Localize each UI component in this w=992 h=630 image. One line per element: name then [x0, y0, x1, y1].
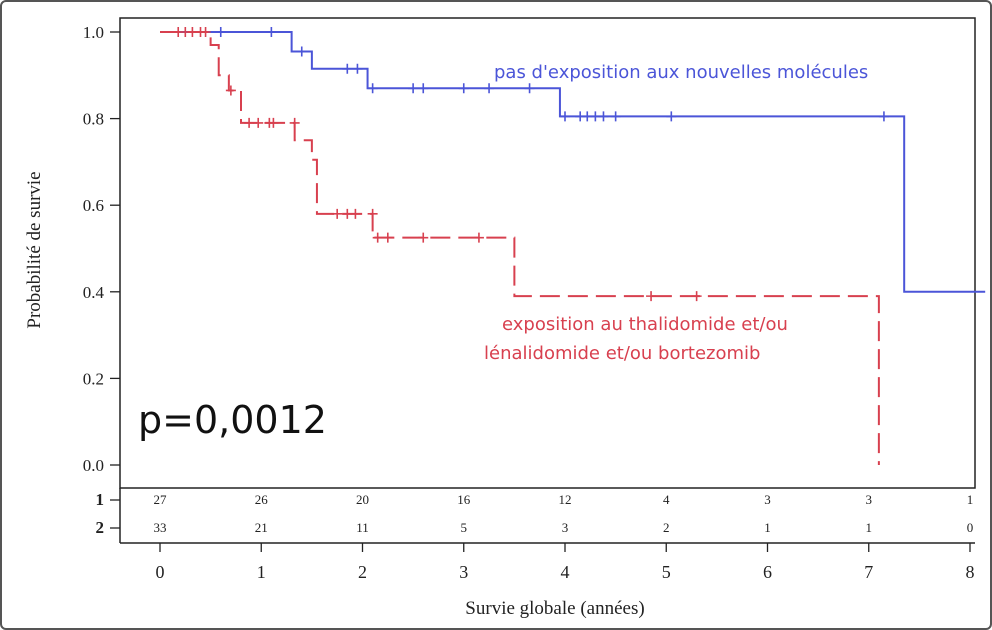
series-2-censor-mark: [244, 117, 255, 128]
risk-count: 4: [663, 492, 670, 507]
series-2-censor-mark: [200, 27, 211, 37]
series-2-censor-mark: [646, 291, 657, 302]
series-1-censor-mark: [418, 83, 429, 94]
series-1-censor-mark: [458, 83, 469, 94]
x-tick-label: 6: [763, 562, 772, 582]
risk-count: 16: [457, 492, 471, 507]
series-1-censor-mark: [367, 83, 378, 94]
x-tick-label: 7: [864, 562, 873, 582]
y-tick-label: 0.4: [83, 283, 105, 302]
series-1-censor-mark: [342, 63, 353, 74]
series-2-label-line1: exposition au thalidomide et/ou: [502, 314, 788, 335]
x-tick-label: 3: [459, 562, 468, 582]
y-tick-label: 1.0: [83, 23, 104, 42]
risk-count: 27: [154, 492, 168, 507]
risk-count: 3: [866, 492, 873, 507]
series-2-censor-mark: [372, 232, 383, 243]
series-2-censor-mark: [473, 232, 484, 243]
series-1-censor-mark: [352, 63, 363, 74]
risk-count: 1: [866, 520, 873, 535]
series-1-censor-mark: [666, 111, 677, 122]
series-2-censor-mark: [350, 208, 361, 219]
risk-count: 1: [764, 520, 771, 535]
series-2-censor-mark: [382, 232, 393, 243]
y-axis-label: Probabilité de survie: [24, 171, 45, 328]
y-tick-label: 0.2: [83, 369, 104, 388]
risk-count: 1: [967, 492, 974, 507]
series-2-censor-mark: [289, 117, 300, 128]
risk-count: 5: [461, 520, 468, 535]
series-2-curve: [160, 31, 880, 465]
x-tick-label: 4: [561, 562, 570, 582]
series-2-censor-mark: [268, 117, 279, 128]
series-1-curve: [160, 31, 986, 293]
risk-count: 12: [559, 492, 572, 507]
series-2-censor-mark: [332, 208, 343, 219]
series-2-censor-mark: [367, 208, 378, 219]
risk-count: 3: [764, 492, 771, 507]
series-1-censor-mark: [610, 111, 621, 122]
series-1-censor-mark: [266, 27, 277, 37]
series-1-censor-mark: [878, 111, 889, 122]
labels-layer: 0.00.20.40.60.81.00 1 2 3 4 5 6 7 81 27 26 20 16 12 4 3…: [83, 23, 975, 582]
series-1-censor-mark: [598, 111, 609, 122]
series-1-censor-mark: [408, 83, 419, 94]
risk-count: 0: [967, 520, 974, 535]
series-1-censor-mark: [524, 83, 535, 94]
risk-count: 3: [562, 520, 569, 535]
series-1-censor-mark: [215, 27, 226, 37]
series-2-label-line2: lénalidomide et/ou bortezomib: [484, 343, 760, 364]
p-value-annotation: p=0,0012: [138, 398, 327, 442]
y-tick-label: 0.0: [83, 456, 104, 475]
risk-row-label: 2: [96, 518, 105, 537]
axes: [110, 17, 976, 552]
x-tick-label: 2: [358, 562, 367, 582]
series-2-censor-mark: [253, 117, 264, 128]
series-1-censor-mark: [484, 83, 495, 94]
y-tick-label: 0.8: [83, 110, 104, 129]
series-layer: [160, 27, 986, 465]
x-axis-label: Survie globale (années): [465, 598, 644, 619]
series-2-censor-mark: [225, 85, 236, 96]
risk-count: 20: [356, 492, 369, 507]
series-1-censor-mark: [560, 111, 570, 122]
y-tick-label: 0.6: [83, 196, 104, 215]
risk-count: 2: [663, 520, 670, 535]
x-tick-label: 0: [156, 562, 165, 582]
risk-count: 26: [255, 492, 269, 507]
risk-count: 33: [154, 520, 167, 535]
risk-count: 11: [356, 520, 369, 535]
risk-row-label: 1: [96, 490, 105, 509]
plot-box: [119, 17, 976, 489]
x-tick-label: 8: [966, 562, 975, 582]
series-2-censor-mark: [418, 232, 429, 243]
series-1-censor-mark: [296, 46, 307, 57]
x-tick-label: 5: [662, 562, 671, 582]
series-1-label: pas d'exposition aux nouvelles molécules: [494, 62, 868, 83]
risk-count: 21: [255, 520, 268, 535]
x-tick-label: 1: [257, 562, 266, 582]
series-2-censor-mark: [691, 291, 702, 302]
